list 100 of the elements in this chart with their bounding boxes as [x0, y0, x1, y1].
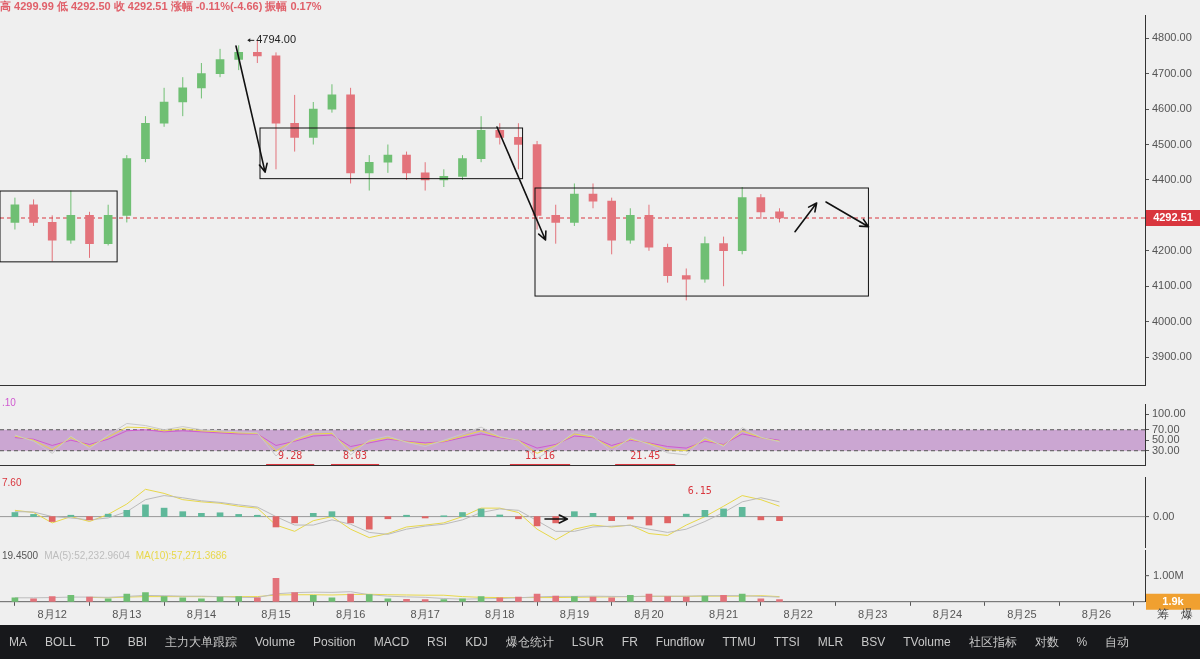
bar	[384, 516, 392, 520]
y-tick-label: 4800.00	[1152, 31, 1192, 44]
candlestick	[215, 48, 225, 78]
annotation: 6.15	[687, 484, 712, 496]
bar	[142, 504, 149, 517]
bar	[533, 516, 541, 527]
candlestick	[364, 154, 374, 192]
y-tick-label: 3900.00	[1152, 350, 1192, 363]
ref-line-label: 4292.51	[1153, 211, 1193, 224]
bar	[626, 516, 634, 520]
bar	[403, 514, 410, 517]
text: LSUR	[570, 635, 605, 649]
bar	[142, 592, 149, 602]
candlestick	[197, 62, 206, 99]
text: KDJ	[464, 635, 489, 649]
text: 0.00	[1153, 509, 1175, 522]
bar	[291, 592, 298, 602]
candlestick	[756, 193, 766, 220]
x-tick-label: 8月25	[1007, 608, 1037, 621]
bar	[235, 514, 243, 517]
text: 1.9k	[1162, 594, 1185, 607]
annotation: 8.03	[343, 450, 368, 462]
text: Volume	[254, 635, 297, 649]
text: MA	[8, 635, 28, 649]
text: MLR	[816, 635, 845, 649]
x-tick-label: 8月23	[858, 608, 888, 621]
x-tick-label: 8月13	[112, 608, 142, 621]
bar	[309, 594, 317, 602]
y-tick-label: 4700.00	[1152, 66, 1192, 79]
y-tick-label: 4100.00	[1152, 279, 1192, 292]
text: %	[1075, 635, 1089, 649]
candlestick	[402, 151, 411, 181]
chart-title: 7.60	[2, 476, 22, 488]
x-tick-label: 8月21	[708, 608, 739, 621]
bar	[123, 509, 131, 517]
text: RSI	[426, 635, 449, 649]
bar	[309, 512, 317, 517]
bar	[738, 506, 746, 517]
candlestick	[383, 144, 393, 174]
bar	[254, 597, 261, 602]
bar	[365, 594, 373, 602]
candlestick	[290, 94, 299, 153]
x-tick-label: 8月15	[261, 608, 291, 621]
bar	[198, 598, 205, 602]
text: 爆仓统计	[504, 633, 555, 651]
x-tick-label: 8月22	[783, 608, 813, 621]
bar	[347, 593, 354, 602]
bar	[86, 516, 93, 521]
text: FR	[620, 635, 639, 649]
x-tick-label: 8月24	[932, 608, 963, 621]
text: TD	[92, 635, 111, 649]
text: 社区指标	[967, 633, 1018, 651]
text: TTSI	[772, 635, 801, 649]
bar	[48, 516, 56, 522]
y-tick-label: 4600.00	[1152, 102, 1192, 115]
annotation: 21.45	[630, 450, 661, 462]
bar	[328, 511, 336, 517]
bar	[30, 514, 37, 517]
x-tick-label: 8月18	[485, 608, 515, 621]
bar	[179, 597, 187, 602]
candlestick	[681, 268, 691, 301]
text: MA(10):57,271.3686	[135, 549, 228, 561]
y-tick-label: 4400.00	[1152, 172, 1192, 185]
candlestick	[514, 122, 523, 170]
y-tick-label: 30.00	[1152, 443, 1180, 456]
bar	[571, 511, 578, 517]
bar	[608, 516, 615, 522]
text: MACD	[372, 635, 411, 649]
bar	[365, 516, 373, 530]
chart-title: 高 4299.99 低 4292.50 收 4292.51 涨幅 -0.11%(-4.66) 振幅 0.17%	[0, 0, 322, 12]
y-tick-label: 50.00	[1152, 433, 1180, 446]
chart-title: .10	[2, 396, 17, 408]
bar	[701, 509, 709, 517]
x-tick-label: 8月19	[559, 608, 590, 621]
y-tick-label: 70.00	[1152, 422, 1180, 435]
x-tick-label: 8月12	[37, 608, 67, 621]
y-tick-label: 4200.00	[1152, 243, 1192, 256]
bar	[589, 512, 597, 517]
candlestick	[47, 214, 57, 262]
candlestick	[159, 87, 169, 128]
bar	[720, 594, 727, 602]
candlestick	[588, 182, 598, 209]
candlestick	[178, 76, 188, 117]
bar	[738, 593, 746, 602]
candlestick	[458, 154, 467, 181]
bar	[235, 596, 243, 602]
text: BBI	[126, 635, 149, 649]
x-tick-label: 8月26	[1081, 608, 1112, 621]
bar	[67, 514, 75, 517]
x-tick-label: 8月17	[410, 608, 440, 621]
bar	[496, 597, 504, 602]
bar	[571, 596, 578, 602]
bar	[198, 512, 205, 517]
bar	[757, 516, 765, 521]
y-tick-label: 100.00	[1152, 407, 1186, 420]
bar	[11, 512, 19, 517]
x-tick-label: 8月16	[335, 608, 366, 621]
bar	[664, 516, 671, 524]
bar	[776, 516, 783, 522]
candlestick	[10, 197, 20, 231]
